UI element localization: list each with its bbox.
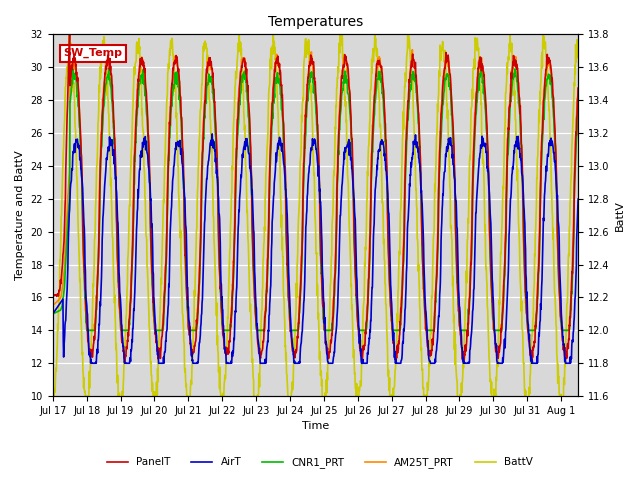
Line: BattV: BattV xyxy=(52,31,578,419)
AM25T_PRT xyxy=(49,303,56,309)
AM25T_PRT xyxy=(272,62,280,68)
Line: AirT: AirT xyxy=(52,134,578,363)
AirT xyxy=(284,213,291,218)
AirT xyxy=(209,131,216,137)
PanelT xyxy=(90,340,98,346)
BattV xyxy=(574,45,582,51)
Legend: PanelT, AirT, CNR1_PRT, AM25T_PRT, BattV: PanelT, AirT, CNR1_PRT, AM25T_PRT, BattV xyxy=(103,453,537,472)
CNR1_PRT xyxy=(284,264,291,269)
Line: CNR1_PRT: CNR1_PRT xyxy=(52,69,578,330)
BattV xyxy=(292,308,300,314)
CNR1_PRT xyxy=(90,327,98,333)
Line: PanelT: PanelT xyxy=(52,35,578,363)
CNR1_PRT xyxy=(49,311,56,317)
AirT xyxy=(49,311,56,317)
CNR1_PRT xyxy=(273,74,280,80)
PanelT xyxy=(66,32,74,37)
CNR1_PRT xyxy=(105,66,113,72)
PanelT xyxy=(284,262,291,268)
AM25T_PRT xyxy=(111,161,119,167)
BattV xyxy=(348,302,356,308)
PanelT xyxy=(49,295,56,300)
PanelT xyxy=(293,347,301,353)
AM25T_PRT xyxy=(574,85,582,91)
Y-axis label: Temperature and BattV: Temperature and BattV xyxy=(15,150,25,280)
AM25T_PRT xyxy=(283,255,291,261)
AirT xyxy=(88,360,95,366)
CNR1_PRT xyxy=(574,108,582,114)
AirT xyxy=(90,360,98,366)
BattV xyxy=(90,284,97,289)
AirT xyxy=(293,360,301,366)
AM25T_PRT xyxy=(292,327,300,333)
PanelT xyxy=(349,147,356,153)
BattV xyxy=(404,28,412,34)
CNR1_PRT xyxy=(111,175,119,180)
AM25T_PRT xyxy=(408,47,416,53)
AM25T_PRT xyxy=(83,327,91,333)
BattV xyxy=(49,402,56,408)
Line: AM25T_PRT: AM25T_PRT xyxy=(52,50,578,330)
BattV xyxy=(321,416,328,422)
AirT xyxy=(574,196,582,202)
BattV xyxy=(272,55,280,61)
CNR1_PRT xyxy=(83,327,91,333)
AirT xyxy=(273,159,280,165)
AM25T_PRT xyxy=(348,153,356,158)
Text: SW_Temp: SW_Temp xyxy=(63,48,122,58)
Title: Temperatures: Temperatures xyxy=(268,15,363,29)
CNR1_PRT xyxy=(349,164,356,169)
PanelT xyxy=(111,147,119,153)
CNR1_PRT xyxy=(293,327,301,333)
AM25T_PRT xyxy=(90,327,98,333)
BattV xyxy=(283,371,291,376)
AirT xyxy=(349,172,356,178)
BattV xyxy=(111,292,118,298)
AirT xyxy=(111,170,119,176)
X-axis label: Time: Time xyxy=(302,421,329,432)
PanelT xyxy=(273,57,280,63)
Y-axis label: BattV: BattV xyxy=(615,200,625,231)
PanelT xyxy=(121,360,129,366)
PanelT xyxy=(574,85,582,91)
